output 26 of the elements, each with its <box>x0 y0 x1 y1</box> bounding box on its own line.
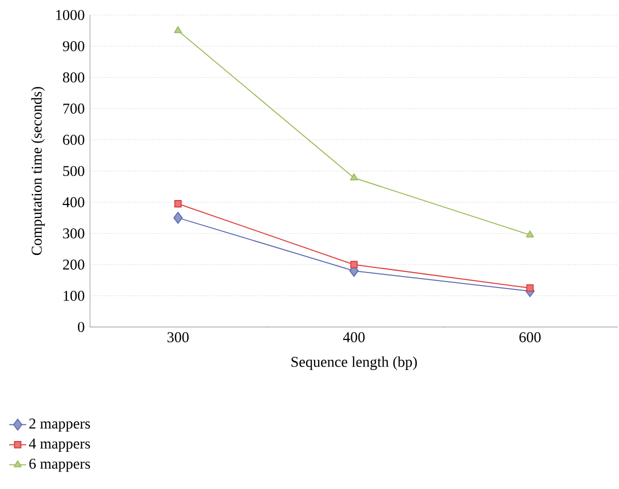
y-tick-label: 700 <box>63 104 84 114</box>
y-tick-label: 800 <box>62 72 84 82</box>
y-tick-label: 600 <box>63 134 84 145</box>
y-tick-label: 1000 <box>56 10 84 20</box>
y-axis-title: Computation time (seconds) <box>31 86 45 256</box>
y-tick-label: 400 <box>62 197 84 208</box>
point <box>174 26 182 34</box>
x-tick-label: 300 <box>168 332 189 342</box>
point <box>526 230 534 238</box>
y-tick-label: 200 <box>63 260 84 270</box>
x-axis-title: Sequence length (bp) <box>292 356 417 370</box>
y-tick-label: 900 <box>62 41 84 52</box>
point <box>526 284 534 292</box>
point <box>174 200 182 208</box>
point <box>350 260 358 268</box>
x-tick-label: 600 <box>519 332 541 342</box>
y-tick-label: 500 <box>63 166 84 176</box>
legend-label: 2 mappers <box>29 418 90 432</box>
y-tick-label: 300 <box>63 228 84 238</box>
legend-label: 6 mappers <box>29 458 90 472</box>
legend-label: 4 mappers <box>29 438 90 452</box>
y-tick-label: 100 <box>64 290 84 301</box>
y-tick-label: 0 <box>78 322 84 332</box>
point <box>350 173 358 180</box>
point <box>173 212 183 224</box>
x-tick-label: 400 <box>343 332 365 342</box>
